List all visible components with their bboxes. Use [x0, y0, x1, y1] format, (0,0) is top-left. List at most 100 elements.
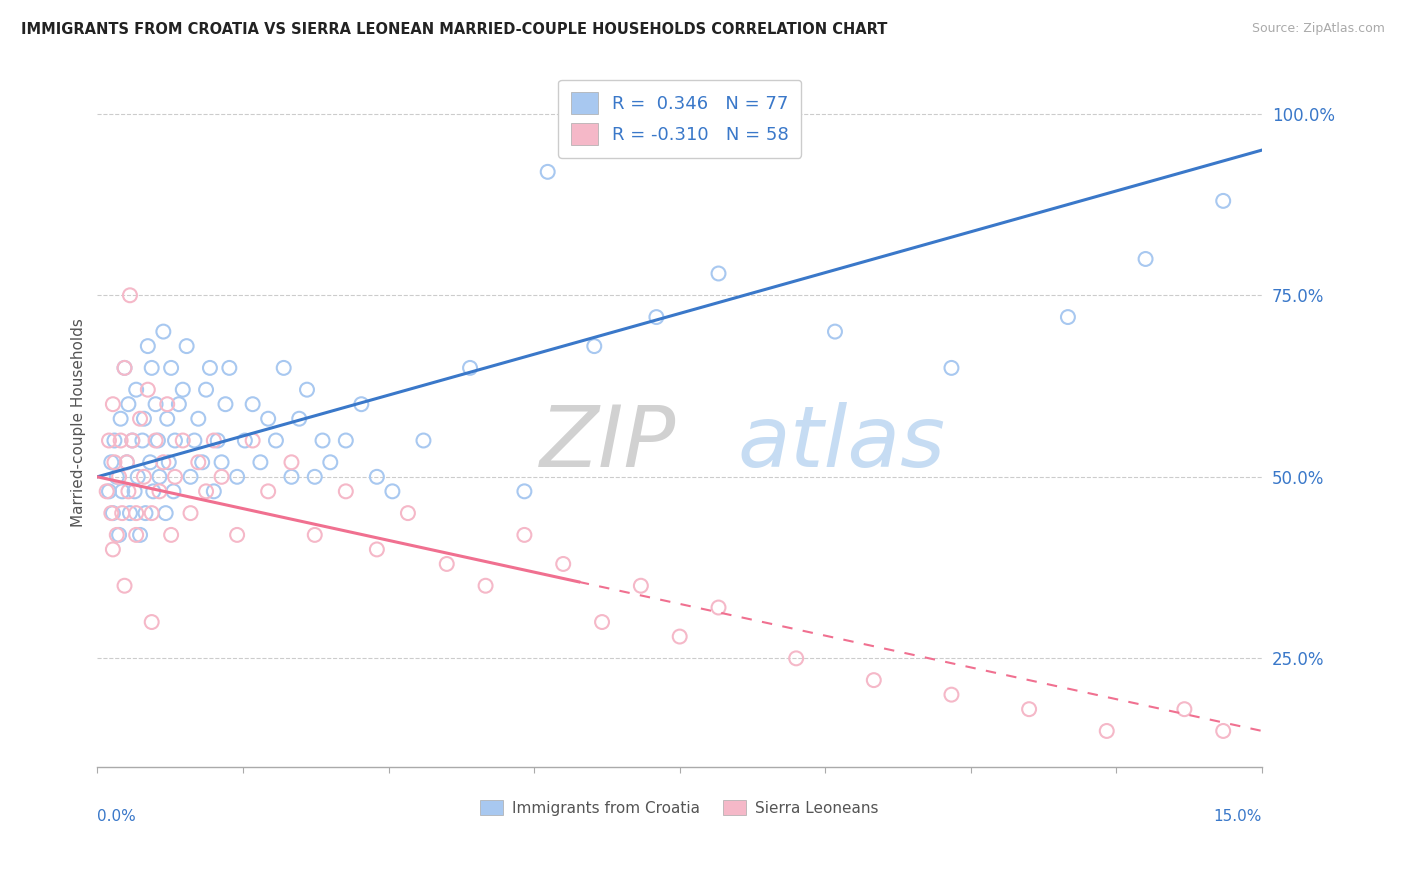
- Point: [110, 434, 132, 448]
- Point: [100, 455, 122, 469]
- Point: [96, 484, 118, 499]
- Point: [249, 455, 271, 469]
- Point: [114, 360, 136, 375]
- Point: [218, 360, 240, 375]
- Point: [645, 310, 668, 324]
- Point: [152, 455, 174, 469]
- Point: [180, 506, 202, 520]
- Point: [257, 411, 280, 425]
- Point: [1135, 252, 1157, 266]
- Point: [172, 434, 194, 448]
- Point: [1212, 723, 1234, 738]
- Point: [824, 325, 846, 339]
- Point: [591, 615, 613, 629]
- Point: [226, 470, 249, 484]
- Point: [125, 506, 148, 520]
- Point: [114, 360, 136, 375]
- Point: [148, 470, 170, 484]
- Text: 0.0%: 0.0%: [97, 809, 136, 823]
- Point: [141, 615, 163, 629]
- Point: [187, 411, 209, 425]
- Text: ZIP: ZIP: [540, 401, 676, 484]
- Point: [1095, 723, 1118, 738]
- Point: [125, 383, 148, 397]
- Point: [141, 360, 163, 375]
- Text: 15.0%: 15.0%: [1213, 809, 1263, 823]
- Point: [288, 411, 311, 425]
- Point: [132, 411, 155, 425]
- Point: [108, 528, 131, 542]
- Point: [295, 383, 318, 397]
- Point: [335, 434, 357, 448]
- Point: [148, 484, 170, 499]
- Point: [396, 506, 419, 520]
- Point: [115, 455, 138, 469]
- Point: [280, 455, 302, 469]
- Point: [160, 528, 183, 542]
- Point: [257, 484, 280, 499]
- Point: [176, 339, 198, 353]
- Point: [198, 360, 221, 375]
- Point: [118, 506, 141, 520]
- Point: [195, 484, 218, 499]
- Point: [156, 411, 179, 425]
- Point: [513, 484, 536, 499]
- Point: [132, 470, 155, 484]
- Point: [163, 434, 186, 448]
- Point: [141, 506, 163, 520]
- Point: [134, 506, 156, 520]
- Point: [242, 397, 264, 411]
- Point: [131, 434, 153, 448]
- Point: [1212, 194, 1234, 208]
- Point: [127, 470, 149, 484]
- Point: [335, 484, 357, 499]
- Point: [264, 434, 287, 448]
- Point: [304, 528, 326, 542]
- Text: atlas: atlas: [738, 401, 946, 484]
- Point: [136, 339, 159, 353]
- Point: [1018, 702, 1040, 716]
- Point: [195, 383, 218, 397]
- Point: [129, 411, 152, 425]
- Point: [537, 165, 560, 179]
- Point: [101, 397, 124, 411]
- Point: [100, 506, 122, 520]
- Text: IMMIGRANTS FROM CROATIA VS SIERRA LEONEAN MARRIED-COUPLE HOUSEHOLDS CORRELATION : IMMIGRANTS FROM CROATIA VS SIERRA LEONEA…: [21, 22, 887, 37]
- Point: [117, 397, 139, 411]
- Point: [111, 484, 134, 499]
- Point: [707, 267, 730, 281]
- Point: [145, 397, 167, 411]
- Point: [941, 688, 963, 702]
- Point: [202, 434, 225, 448]
- Point: [115, 455, 138, 469]
- Point: [941, 360, 963, 375]
- Point: [146, 434, 169, 448]
- Point: [155, 506, 177, 520]
- Point: [117, 484, 139, 499]
- Point: [211, 455, 233, 469]
- Point: [136, 383, 159, 397]
- Point: [162, 484, 184, 499]
- Point: [436, 557, 458, 571]
- Point: [180, 470, 202, 484]
- Point: [160, 360, 183, 375]
- Point: [319, 455, 342, 469]
- Point: [273, 360, 295, 375]
- Point: [202, 484, 225, 499]
- Point: [124, 484, 146, 499]
- Point: [139, 455, 162, 469]
- Point: [125, 528, 148, 542]
- Point: [103, 455, 125, 469]
- Point: [98, 484, 121, 499]
- Point: [105, 528, 128, 542]
- Point: [233, 434, 256, 448]
- Point: [211, 470, 233, 484]
- Point: [311, 434, 333, 448]
- Point: [350, 397, 373, 411]
- Point: [98, 434, 121, 448]
- Point: [152, 325, 174, 339]
- Point: [513, 528, 536, 542]
- Legend: Immigrants from Croatia, Sierra Leoneans: Immigrants from Croatia, Sierra Leoneans: [474, 794, 886, 822]
- Point: [366, 470, 388, 484]
- Text: Source: ZipAtlas.com: Source: ZipAtlas.com: [1251, 22, 1385, 36]
